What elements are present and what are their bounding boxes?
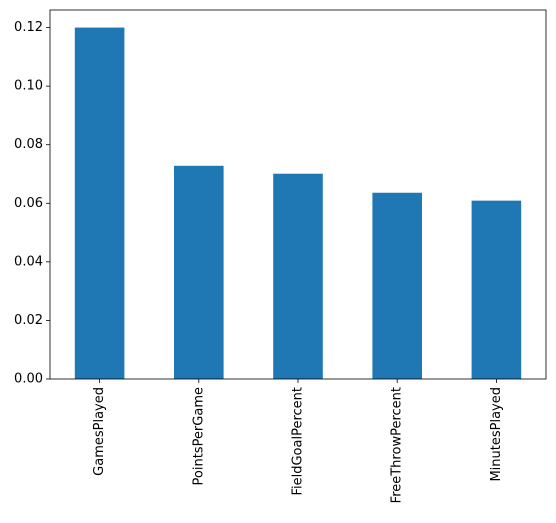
y-tick-label: 0.04 bbox=[14, 254, 43, 269]
bar bbox=[174, 165, 224, 379]
x-tick-label: MinutesPlayed bbox=[489, 387, 504, 482]
y-tick-label: 0.10 bbox=[14, 79, 43, 94]
x-tick-label: GamesPlayed bbox=[92, 387, 107, 476]
y-tick-label: 0.12 bbox=[14, 20, 43, 35]
y-tick-label: 0.08 bbox=[14, 137, 43, 152]
y-tick-label: 0.02 bbox=[14, 313, 43, 328]
bar bbox=[372, 192, 422, 379]
bar bbox=[74, 27, 125, 379]
x-tick-label: FieldGoalPercent bbox=[291, 387, 306, 496]
x-tick-label: FreeThrowPercent bbox=[390, 387, 405, 503]
y-tick-label: 0.00 bbox=[14, 372, 43, 387]
bar bbox=[471, 200, 522, 379]
bar bbox=[273, 173, 323, 379]
y-tick-label: 0.06 bbox=[14, 196, 43, 211]
x-tick-label: PointsPerGame bbox=[191, 387, 206, 485]
plot-frame bbox=[49, 9, 547, 380]
